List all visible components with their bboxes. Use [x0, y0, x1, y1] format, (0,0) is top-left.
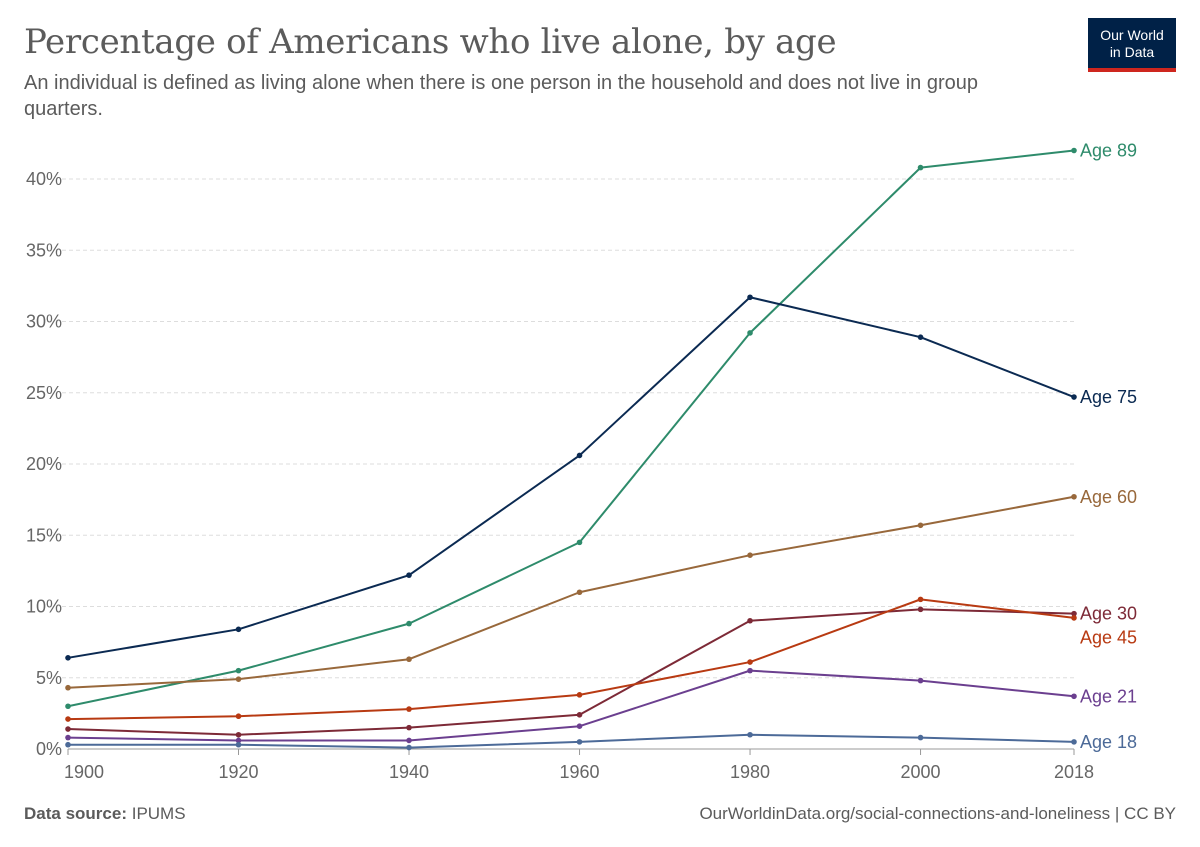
logo-line-1: Our World: [1100, 27, 1164, 43]
x-tick-label: 1960: [560, 762, 600, 782]
data-point[interactable]: [235, 737, 242, 744]
data-point[interactable]: [917, 606, 924, 613]
data-point[interactable]: [576, 723, 583, 729]
data-source-value: IPUMS: [131, 804, 186, 823]
data-point[interactable]: [747, 294, 753, 301]
series-line-age-89[interactable]: [67, 149, 1075, 708]
data-point[interactable]: [65, 741, 71, 748]
data-point[interactable]: [65, 716, 71, 722]
data-point[interactable]: [406, 620, 412, 627]
data-point[interactable]: [917, 164, 924, 171]
data-point[interactable]: [576, 712, 583, 718]
data-point[interactable]: [747, 667, 753, 674]
data-point[interactable]: [576, 692, 583, 698]
data-point[interactable]: [235, 731, 242, 738]
series-label-age-75: Age 75: [1080, 387, 1137, 407]
data-point[interactable]: [65, 655, 71, 661]
owid-logo[interactable]: Our World in Data: [1088, 18, 1176, 72]
data-point[interactable]: [917, 596, 924, 603]
data-point[interactable]: [235, 741, 242, 748]
data-point[interactable]: [747, 552, 753, 558]
data-point[interactable]: [576, 452, 583, 459]
data-point[interactable]: [1071, 147, 1077, 154]
y-tick-label: 10%: [26, 597, 62, 617]
data-point[interactable]: [1071, 394, 1077, 400]
chart-subtitle: An individual is defined as living alone…: [24, 72, 978, 120]
data-point[interactable]: [1071, 610, 1077, 617]
data-point[interactable]: [406, 744, 412, 751]
y-tick-label: 25%: [26, 383, 62, 403]
data-point[interactable]: [747, 659, 753, 665]
data-source: Data source: IPUMS: [24, 804, 186, 824]
x-tick-label: 1900: [64, 762, 104, 782]
x-tick-label: 1920: [218, 762, 258, 782]
series-label-age-21: Age 21: [1080, 686, 1137, 706]
credit-link[interactable]: OurWorldinData.org/social-connections-an…: [699, 804, 1176, 823]
x-tick-label: 2018: [1054, 762, 1094, 782]
data-point[interactable]: [1071, 493, 1077, 500]
series-label-age-89: Age 89: [1080, 141, 1137, 161]
series-label-age-30: Age 30: [1080, 604, 1137, 624]
data-point[interactable]: [1071, 693, 1077, 700]
axes: 0% 5% 10% 15% 20% 25% 30% 35% 40% 1900 1920 1940 196…: [26, 169, 1094, 782]
data-point[interactable]: [235, 626, 242, 633]
data-point[interactable]: [1071, 615, 1077, 621]
data-point[interactable]: [406, 737, 412, 744]
data-point[interactable]: [1071, 739, 1077, 745]
data-point[interactable]: [406, 706, 412, 712]
data-point[interactable]: [747, 731, 753, 738]
logo-line-2: in Data: [1109, 44, 1155, 60]
y-tick-label: 15%: [26, 525, 62, 545]
data-point[interactable]: [235, 713, 242, 720]
x-tick-label: 1980: [730, 762, 770, 782]
y-tick-label: 40%: [26, 169, 62, 189]
data-point[interactable]: [235, 667, 242, 674]
y-tick-label: 30%: [26, 312, 62, 332]
data-point[interactable]: [747, 330, 753, 336]
data-point[interactable]: [747, 617, 753, 624]
data-point[interactable]: [917, 522, 924, 529]
data-point[interactable]: [576, 589, 583, 596]
x-tick-label: 1940: [389, 762, 429, 782]
y-tick-label: 20%: [26, 454, 62, 474]
data-point[interactable]: [406, 724, 412, 731]
series-labels: Age 89 Age 75 Age 60 Age 30 Age 45 Age 21 Age …: [1080, 141, 1137, 752]
data-source-label: Data source:: [24, 804, 127, 823]
chart-title: Percentage of Americans who live alone, …: [24, 22, 837, 62]
series-line-age-75[interactable]: [67, 296, 1075, 659]
data-point[interactable]: [65, 734, 71, 741]
y-tick-label: 35%: [26, 240, 62, 260]
data-point[interactable]: [65, 703, 71, 710]
data-point[interactable]: [235, 676, 242, 682]
series-label-age-18: Age 18: [1080, 732, 1137, 752]
series-label-age-60: Age 60: [1080, 487, 1137, 507]
series-line-age-45[interactable]: [67, 598, 1075, 721]
x-tick-label: 2000: [901, 762, 941, 782]
data-point[interactable]: [917, 734, 924, 741]
gridlines: [62, 178, 1074, 679]
y-tick-label: 5%: [36, 668, 62, 688]
data-point[interactable]: [576, 739, 583, 745]
series-label-age-45: Age 45: [1080, 628, 1137, 648]
data-point[interactable]: [406, 656, 412, 663]
data-point[interactable]: [917, 334, 924, 340]
data-point[interactable]: [576, 539, 583, 546]
data-point[interactable]: [65, 726, 71, 732]
data-point[interactable]: [65, 684, 71, 691]
data-point[interactable]: [406, 572, 412, 578]
y-tick-label: 0%: [36, 739, 62, 759]
series: [65, 147, 1077, 751]
data-point[interactable]: [917, 677, 924, 684]
